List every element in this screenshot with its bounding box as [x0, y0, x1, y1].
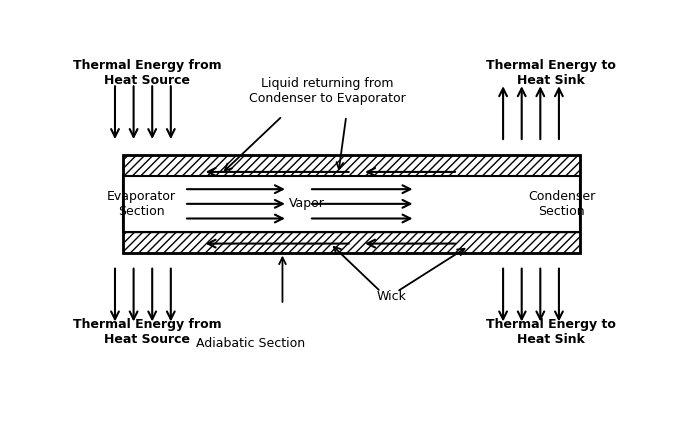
Bar [123, 231, 580, 253]
Bar [123, 176, 580, 231]
Text: Thermal Energy to
Heat Sink: Thermal Energy to Heat Sink [486, 318, 616, 346]
Bar [123, 155, 580, 253]
Bar [123, 155, 580, 253]
Bar [123, 155, 580, 176]
Text: Thermal Energy from
Heat Source: Thermal Energy from Heat Source [73, 318, 221, 346]
Text: Adiabatic Section: Adiabatic Section [196, 338, 305, 350]
Text: Liquid returning from
Condenser to Evaporator: Liquid returning from Condenser to Evapo… [249, 77, 406, 105]
Text: Condenser
Section: Condenser Section [528, 190, 595, 218]
Text: Thermal Energy from
Heat Source: Thermal Energy from Heat Source [73, 59, 221, 87]
Text: Evaporator
Section: Evaporator Section [107, 190, 176, 218]
Text: Wick: Wick [377, 290, 406, 303]
Text: Thermal Energy to
Heat Sink: Thermal Energy to Heat Sink [486, 59, 616, 87]
Text: Vapor: Vapor [288, 198, 324, 210]
